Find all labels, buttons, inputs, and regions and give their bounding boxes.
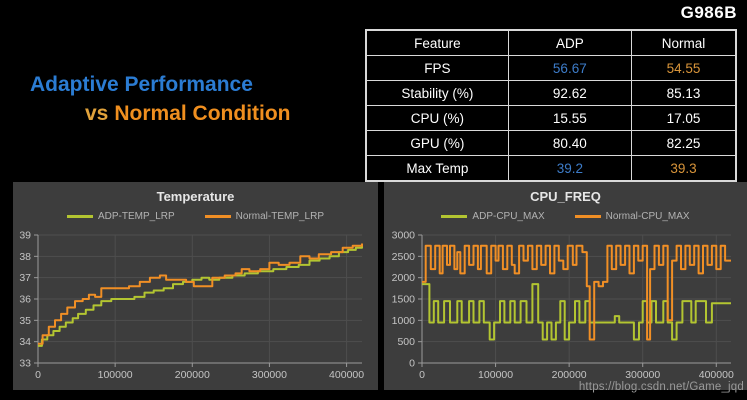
legend-label-normal-temp: Normal-TEMP_LRP — [235, 210, 325, 222]
cpu-freq-legend: ADP-CPU_MAX Normal-CPU_MAX — [384, 209, 747, 223]
table-row: Stability (%) 92.62 85.13 — [365, 80, 737, 106]
main-title: Adaptive Performance vs Normal Condition — [30, 72, 291, 128]
x-tick-label: 200000 — [552, 369, 587, 381]
legend-item-normal-temp: Normal-TEMP_LRP — [204, 210, 325, 222]
y-tick-label: 3000 — [392, 230, 416, 242]
cell-adp: 15.55 — [507, 105, 632, 131]
x-tick-label: 400000 — [699, 369, 734, 381]
table-row: Max Temp 39.2 39.3 — [365, 155, 737, 182]
y-tick-label: 1000 — [392, 315, 416, 327]
title-adaptive-performance: Adaptive Performance — [30, 73, 253, 96]
legend-line-swatch-normal-cpu — [574, 214, 601, 218]
watermark-url: https://blog.csdn.net/Game_jqd — [578, 381, 744, 393]
y-tick-label: 38 — [19, 251, 31, 263]
cpu-freq-plot: 0 500 1000 1500 2000 2500 3000 0 100000 200000 300… — [392, 230, 734, 382]
title-second-line: vs Normal Condition — [85, 101, 291, 127]
x-tick-label: 300000 — [625, 369, 660, 381]
series-line-Normal-CPU_MAX — [422, 244, 731, 341]
cell-feature: CPU (%) — [365, 105, 509, 131]
x-tick-label: 200000 — [175, 369, 210, 381]
table-header-row: Feature ADP Normal — [365, 29, 737, 56]
legend-item-adp-cpu: ADP-CPU_MAX — [441, 210, 545, 222]
legend-label-adp-cpu: ADP-CPU_MAX — [472, 210, 545, 222]
cell-adp: 92.62 — [507, 80, 632, 106]
col-header-adp: ADP — [507, 29, 632, 56]
cell-feature: Stability (%) — [365, 80, 509, 106]
col-header-normal: Normal — [630, 29, 737, 56]
legend-line-swatch-normal — [204, 214, 231, 218]
y-tick-label: 500 — [397, 336, 415, 348]
device-label: G986B — [680, 3, 737, 22]
y-tick-label: 1500 — [392, 294, 416, 306]
y-tick-label: 39 — [19, 230, 31, 242]
temperature-legend: ADP-TEMP_LRP Normal-TEMP_LRP — [13, 209, 378, 223]
y-tick-label: 2500 — [392, 251, 416, 263]
cell-normal: 82.25 — [630, 130, 737, 156]
legend-label-normal-cpu: Normal-CPU_MAX — [605, 210, 690, 222]
x-tick-label: 300000 — [252, 369, 287, 381]
y-tick-label: 35 — [19, 315, 31, 327]
comparison-table-wrap: Feature ADP Normal FPS 56.67 54.55 Stabilit… — [365, 29, 737, 182]
y-tick-label: 33 — [19, 358, 31, 370]
x-tick-label: 0 — [35, 369, 41, 381]
col-header-feature: Feature — [365, 29, 509, 56]
cell-adp: 39.2 — [507, 155, 632, 182]
x-tick-label: 400000 — [329, 369, 364, 381]
cpu-freq-chart-panel: CPU_FREQ ADP-CPU_MAX Normal-CPU_MAX 0 500… — [384, 182, 747, 390]
series-line-ADP-TEMP_LRP — [38, 245, 363, 347]
y-tick-label: 36 — [19, 294, 31, 306]
cell-adp: 80.40 — [507, 130, 632, 156]
x-tick-label: 100000 — [98, 369, 133, 381]
table-row: FPS 56.67 54.55 — [365, 55, 737, 81]
cpu-freq-chart-title: CPU_FREQ — [530, 189, 601, 204]
legend-line-swatch-adp — [66, 214, 93, 218]
series-line-Normal-TEMP_LRP — [38, 243, 363, 345]
temperature-chart-panel: Temperature ADP-TEMP_LRP Normal-TEMP_LRP… — [13, 182, 378, 390]
comparison-table: Feature ADP Normal FPS 56.67 54.55 Stabilit… — [365, 29, 737, 182]
x-tick-label: 0 — [419, 369, 425, 381]
cell-normal: 39.3 — [630, 155, 737, 182]
temperature-chart-title: Temperature — [156, 189, 235, 204]
cell-normal: 85.13 — [630, 80, 737, 106]
temperature-plot: 33 34 35 36 37 38 39 0 100000 200000 300000 400000 — [19, 230, 364, 382]
table-row: CPU (%) 15.55 17.05 — [365, 105, 737, 131]
cell-normal: 54.55 — [630, 55, 737, 81]
cell-feature: GPU (%) — [365, 130, 509, 156]
legend-line-swatch-adp-cpu — [441, 214, 468, 218]
y-tick-label: 37 — [19, 272, 31, 284]
title-normal-condition: Normal Condition — [114, 102, 291, 126]
cell-normal: 17.05 — [630, 105, 737, 131]
y-tick-label: 34 — [19, 336, 31, 348]
cell-adp: 56.67 — [507, 55, 632, 81]
title-vs: vs — [85, 102, 109, 126]
x-tick-label: 100000 — [478, 369, 513, 381]
legend-item-normal-cpu: Normal-CPU_MAX — [574, 210, 690, 222]
y-tick-label: 2000 — [392, 272, 416, 284]
table-row: GPU (%) 80.40 82.25 — [365, 130, 737, 156]
series-line-ADP-CPU_MAX — [422, 283, 731, 341]
cell-feature: FPS — [365, 55, 509, 81]
legend-label-adp-temp: ADP-TEMP_LRP — [97, 210, 175, 222]
legend-item-adp-temp: ADP-TEMP_LRP — [66, 210, 175, 222]
cell-feature: Max Temp — [365, 155, 509, 182]
y-tick-label: 0 — [409, 358, 415, 370]
